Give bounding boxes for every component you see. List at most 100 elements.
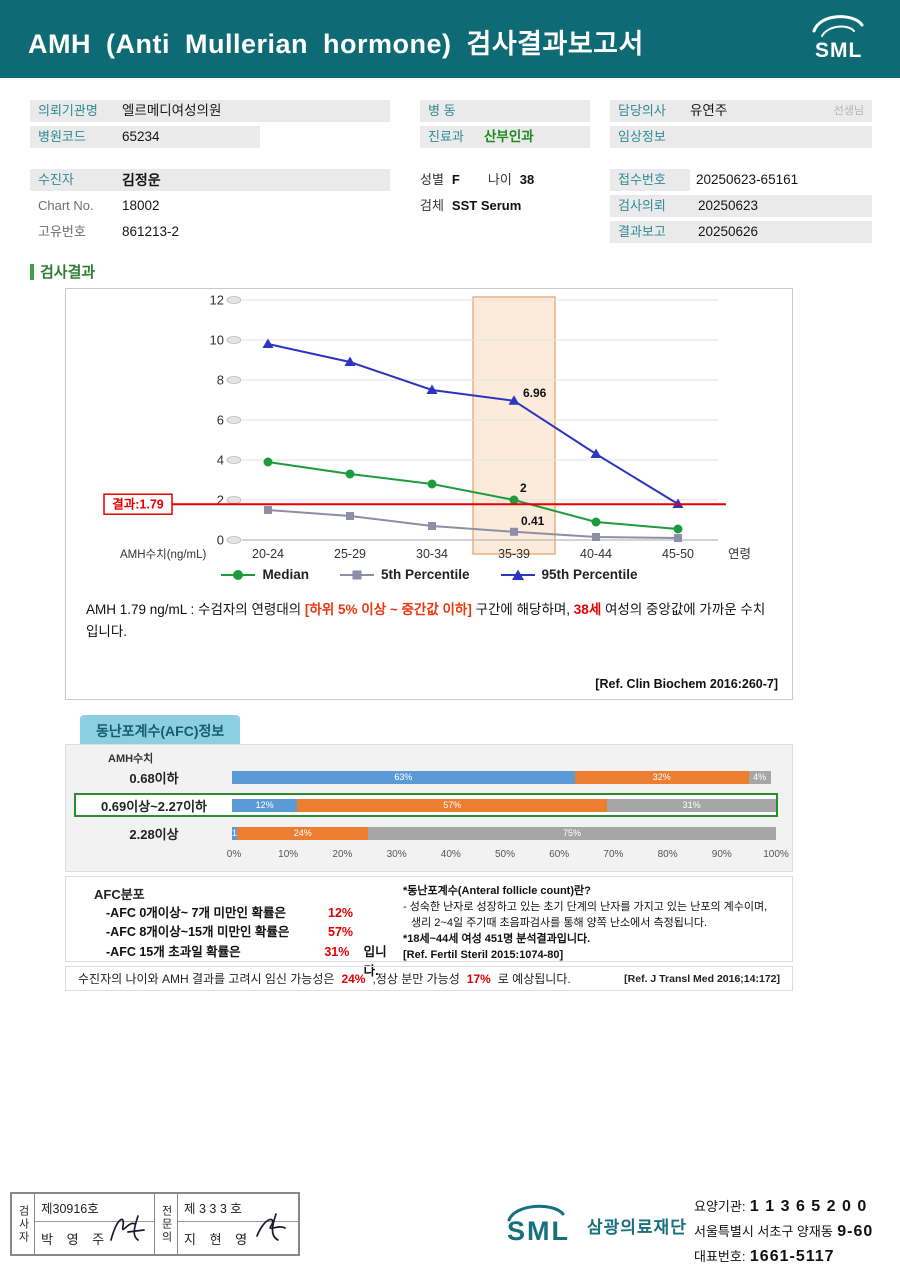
afc-bar-segment: 4%: [748, 770, 771, 784]
result-age-highlight: 38세: [573, 602, 602, 617]
afc-stacked-bar: 1%24%75%: [232, 826, 776, 840]
afc-bar-segment: 57%: [297, 798, 608, 812]
afc-bar-segment: 24%: [237, 826, 368, 840]
field-value: F: [451, 172, 460, 187]
afc-axis-tick: 20%: [332, 849, 353, 860]
x-tick-label: 45-50: [662, 547, 694, 561]
info-right-column: 담당의사 유연주 선생님 임상정보 접수번호 20250623-65161 검사…: [610, 100, 872, 247]
data-point: [673, 524, 683, 534]
afc-distribution-line: -AFC 8개이상~15개 미만인 확률은 57%: [94, 923, 401, 942]
field-value: 861213-2: [122, 224, 180, 239]
series-line: [267, 343, 679, 505]
afc-line-value: 57%: [328, 925, 354, 940]
doctor-suffix: 선생님: [833, 105, 864, 117]
field-value: 20250626: [698, 224, 759, 239]
field-uid: 고유번호 861213-2: [30, 221, 390, 243]
field-label: 나이: [487, 172, 512, 187]
afc-distribution-title: AFC분포: [94, 887, 145, 902]
stamp-role-cell: 검사자: [12, 1194, 35, 1254]
afc-line-value: 31%: [324, 944, 350, 959]
field-value: SST Serum: [451, 198, 522, 213]
data-point: [510, 527, 518, 536]
x-tick-label: 30-34: [416, 547, 448, 561]
field-label: 접수번호: [610, 169, 690, 191]
pregnancy-text-part: 수진자의 나이와 AMH 결과를 고려시 임신 가능성은: [78, 972, 335, 986]
result-text-part: 구간에 해당하며,: [471, 602, 574, 617]
afc-line-post: 입니다.: [363, 944, 387, 979]
data-point: [509, 495, 519, 505]
y-axis-title: AMH수치(ng/mL): [120, 548, 207, 561]
series-line: [267, 509, 679, 539]
result-range-highlight: [하위 5% 이상 ~ 중간값 이하]: [304, 602, 472, 617]
field-value: 김정운: [122, 172, 161, 188]
contact-phone: 대표번호: 1661-5117: [694, 1245, 873, 1270]
afc-bar-chart-panel: AMH수치 0.68이하 63% 32% 4% 0.69이상~2.27이하 12% 57% 3…: [65, 744, 793, 872]
percentile5-marker-icon: [339, 570, 374, 580]
pregnancy-text-part: 로 예상됩니다.: [497, 972, 571, 986]
sml-logo-icon: SML: [800, 9, 874, 72]
field-label: 의뢰기관명: [38, 103, 98, 118]
field-value: 65234: [122, 129, 160, 144]
data-point: [590, 448, 602, 458]
y-tick-label: 0: [217, 533, 224, 548]
chart-legend: Median 5th Percentile 95th Percentile: [66, 567, 792, 582]
field-request-date: 검사의뢰 20250623: [610, 195, 872, 217]
field-value: 산부인과: [484, 129, 534, 144]
field-label: 고유번호: [38, 224, 86, 239]
afc-axis-tick: 30%: [386, 849, 407, 860]
data-point: [592, 533, 600, 541]
afc-note-line: 생리 2~4일 주기때 초음파검사를 통해 양쪽 난소에서 측정됩니다.: [411, 916, 708, 929]
data-point: [427, 479, 437, 489]
legend-item-5th-percentile: 5th Percentile: [339, 567, 470, 582]
report-title: AMH (Anti Mullerian hormone) 검사결과보고서: [28, 29, 644, 59]
y-tick: [226, 376, 242, 384]
delivery-value: 17%: [466, 971, 491, 986]
contact-value: 서울특별시 서초구 양재동: [694, 1223, 833, 1239]
result-description: AMH 1.79 ng/mL : 수검자의 연령대의 [하위 5% 이상 ~ 중…: [86, 599, 772, 644]
field-label: 병 동: [428, 103, 456, 118]
data-point: [264, 506, 272, 514]
field-patient: 수진자 김정운: [30, 169, 390, 191]
result-label-box: [103, 493, 173, 515]
afc-line-value: 12%: [328, 906, 354, 920]
afc-note-line: *18세~44세 여성 451명 분석결과입니다.: [403, 932, 591, 945]
field-value: 유연주: [690, 103, 728, 118]
afc-stacked-bar: 63% 32% 4%: [232, 770, 776, 784]
afc-row-label: 0.68이하: [129, 770, 179, 786]
afc-notes: *동난포계수(Anteral follicle count)란? - 성숙한 난…: [401, 877, 792, 961]
footer-contact-block: 요양기관: 1 1 3 6 5 2 0 0 서울특별시 서초구 양재동 9-60…: [694, 1195, 873, 1269]
contact-care-org: 요양기관: 1 1 3 6 5 2 0 0: [694, 1195, 873, 1220]
pregnancy-value: 24%: [341, 971, 366, 986]
pregnancy-text-part: ,정상 분만 가능성: [372, 972, 460, 986]
stamp-role-cell: 전문의: [155, 1194, 178, 1254]
contact-value: 1661-5117: [749, 1247, 835, 1265]
afc-distribution-line: -AFC 0개이상~ 7개 미만인 확률은 12%: [94, 904, 401, 923]
stamp-cert-no: 제 3 3 3 호: [178, 1198, 298, 1222]
field-label: 진료과: [428, 129, 464, 144]
afc-rows: 0.68이하 63% 32% 4% 0.69이상~2.27이하 12% 57% 31% 2.28…: [74, 765, 778, 849]
afc-line-text: -AFC 0개이상~ 7개 미만인 확률은: [106, 906, 286, 920]
legend-label: Median: [262, 567, 309, 582]
amh-chart-panel: 0 2 4 6 8 10 12 20-24 25-29 30-34 35-39 40-44 45-50 연…: [65, 288, 793, 700]
field-sex-age: 성별 F 나이 38: [420, 169, 650, 191]
signature-stamp-table: 검사자 제30916호 박 영 주 전문의 제 3 3 3 호 지 현 영: [10, 1192, 300, 1256]
afc-line-text: -AFC 8개이상~15개 미만인 확률은: [106, 925, 290, 940]
x-tick-label: 35-39: [498, 547, 530, 561]
afc-info-panel: AFC분포 -AFC 0개이상~ 7개 미만인 확률은 12% -AFC 8개이…: [65, 876, 793, 978]
afc-bar-segment: 12%: [232, 798, 298, 812]
afc-axis-tick: 90%: [711, 849, 732, 860]
afc-bar-segment: 63%: [232, 770, 575, 784]
afc-row: 2.28이상 1%24%75%: [74, 821, 778, 845]
annotation: 6.96: [523, 386, 547, 400]
data-point: [344, 356, 356, 366]
afc-axis-tick: 10%: [278, 849, 299, 860]
svg-text:SML: SML: [815, 39, 862, 62]
legend-label: 95th Percentile: [541, 567, 638, 582]
afc-distribution-line: -AFC 15개 초과일 확률은 31% 입니다.: [94, 943, 401, 982]
afc-section-tab: 동난포계수(AFC)정보: [80, 715, 241, 747]
stamp-body-cell: 제 3 3 3 호 지 현 영: [178, 1194, 298, 1254]
afc-note-reference: [Ref. Fertil Steril 2015:1074-80]: [403, 948, 564, 961]
field-department: 진료과 산부인과: [420, 126, 590, 148]
annotation: 2: [520, 481, 527, 495]
field-doctor: 담당의사 유연주 선생님: [610, 100, 872, 122]
